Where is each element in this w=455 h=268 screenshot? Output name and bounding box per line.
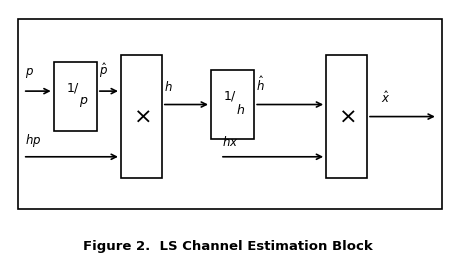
Text: $\hat{x}$: $\hat{x}$ bbox=[380, 90, 389, 106]
Text: $1/$: $1/$ bbox=[66, 81, 80, 95]
Text: $\hat{h}$: $\hat{h}$ bbox=[256, 75, 264, 94]
Text: $p$: $p$ bbox=[79, 95, 88, 109]
Bar bbox=[54, 62, 97, 131]
Text: $hx$: $hx$ bbox=[222, 135, 238, 149]
Text: $hp$: $hp$ bbox=[25, 132, 41, 149]
Bar bbox=[121, 55, 162, 178]
Text: $p$: $p$ bbox=[25, 66, 34, 80]
Text: $h$: $h$ bbox=[236, 103, 245, 117]
Text: $1/$: $1/$ bbox=[222, 90, 237, 103]
Text: $h$: $h$ bbox=[164, 80, 172, 94]
Bar bbox=[325, 55, 366, 178]
Bar bbox=[210, 70, 254, 139]
Text: $\times$: $\times$ bbox=[337, 107, 354, 126]
Text: Figure 2.  LS Channel Estimation Block: Figure 2. LS Channel Estimation Block bbox=[83, 240, 372, 253]
Text: $\times$: $\times$ bbox=[132, 107, 150, 126]
Text: $\hat{p}$: $\hat{p}$ bbox=[99, 61, 108, 80]
